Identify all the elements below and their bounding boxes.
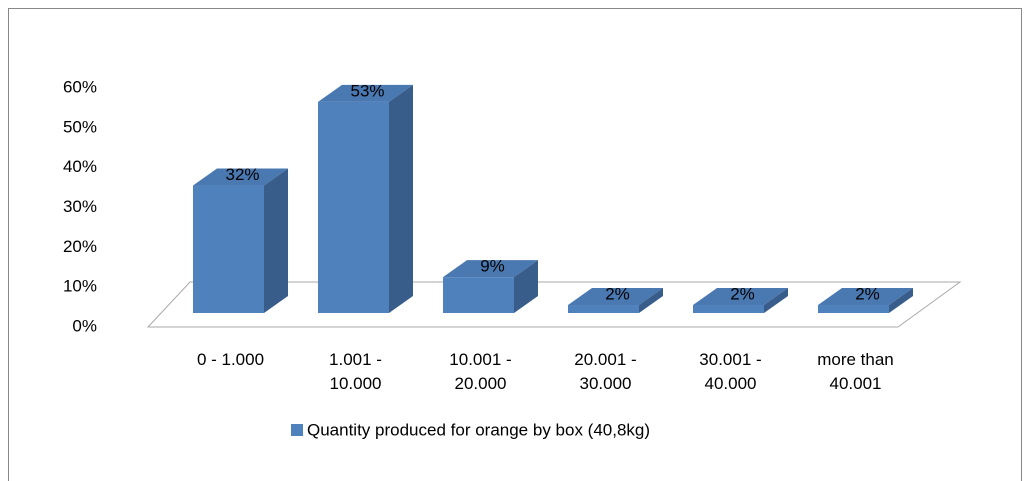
bar-top (193, 168, 288, 186)
y-tick-label: 40% (63, 157, 97, 176)
frame (8, 8, 1022, 481)
data-label: 9% (480, 257, 505, 276)
bar-top (443, 260, 538, 278)
bar-side (764, 288, 788, 313)
bar-side (389, 84, 413, 313)
bar-top (318, 84, 413, 102)
bar (693, 305, 764, 313)
data-label: 32% (225, 165, 259, 184)
data-label: 2% (855, 285, 880, 304)
bar (568, 305, 639, 313)
bar-side (889, 288, 913, 313)
y-tick-label: 0% (72, 316, 97, 335)
bar-side (514, 260, 538, 313)
y-tick-label: 20% (63, 237, 97, 256)
bar-top (818, 288, 913, 306)
y-tick-label: 50% (63, 117, 97, 136)
bar (443, 277, 514, 313)
bar-top (693, 288, 788, 306)
y-tick-label: 30% (63, 197, 97, 216)
x-tick-label: 1.001 - 10.000 (329, 350, 382, 393)
x-tick-label: 10.001 - 20.000 (449, 350, 512, 393)
data-label: 2% (605, 285, 630, 304)
data-label: 2% (730, 285, 755, 304)
bar (818, 305, 889, 313)
x-tick-label: more than 40.001 (817, 350, 894, 393)
legend-swatch (291, 424, 303, 436)
x-tick-label: 30.001 - 40.000 (699, 350, 762, 393)
bar-side (264, 168, 288, 313)
floor (146, 281, 962, 328)
y-tick-label: 60% (63, 77, 97, 96)
y-tick-label: 10% (63, 277, 97, 296)
legend-label: Quantity produced for orange by box (40,… (307, 420, 650, 439)
bar-side (639, 288, 663, 313)
bar-top (568, 288, 663, 306)
bar (193, 185, 264, 313)
x-tick-label: 20.001 - 30.000 (574, 350, 637, 393)
x-tick-label: 0 - 1.000 (196, 350, 265, 369)
data-label: 53% (350, 81, 384, 100)
bar (318, 101, 389, 313)
